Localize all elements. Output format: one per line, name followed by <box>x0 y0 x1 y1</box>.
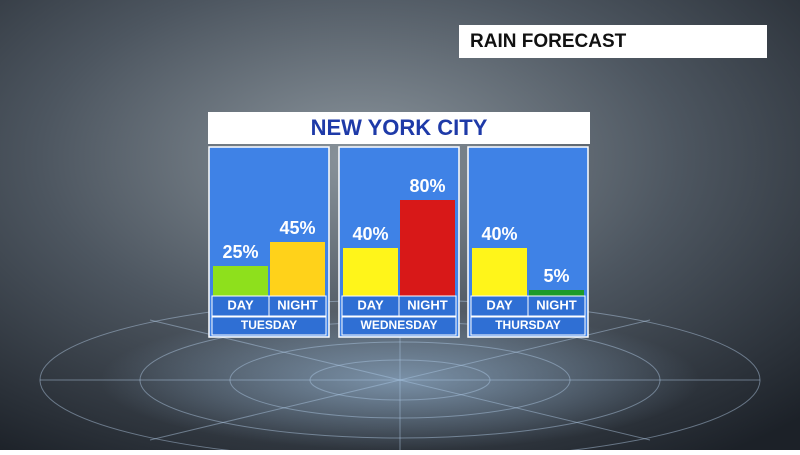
category-cell <box>268 295 327 317</box>
category-label: DAY <box>357 297 384 312</box>
group-cell <box>211 316 327 336</box>
bar <box>343 248 398 296</box>
bar <box>270 242 325 296</box>
value-label: 25% <box>222 242 258 262</box>
bar <box>529 290 584 296</box>
group-cell <box>470 316 586 336</box>
bar <box>400 200 455 296</box>
value-label: 40% <box>352 224 388 244</box>
group-cell <box>341 316 457 336</box>
title-box <box>208 112 590 144</box>
value-label: 5% <box>543 266 569 286</box>
group-label: WEDNESDAY <box>361 318 438 332</box>
value-label: 80% <box>409 176 445 196</box>
chart-title: NEW YORK CITY <box>311 115 488 140</box>
category-label: DAY <box>486 297 513 312</box>
header-title: RAIN FORECAST <box>470 31 627 52</box>
group-label: TUESDAY <box>241 318 297 332</box>
category-label: NIGHT <box>536 297 577 312</box>
category-label: NIGHT <box>407 297 448 312</box>
header-box <box>459 25 767 58</box>
category-label: DAY <box>227 297 254 312</box>
category-cell <box>527 295 586 317</box>
category-cell <box>398 295 457 317</box>
category-label: NIGHT <box>277 297 318 312</box>
value-label: 45% <box>279 218 315 238</box>
value-label: 40% <box>481 224 517 244</box>
radar-glow <box>100 310 700 450</box>
group-label: THURSDAY <box>495 318 561 332</box>
bar <box>472 248 527 296</box>
bar <box>213 266 268 296</box>
